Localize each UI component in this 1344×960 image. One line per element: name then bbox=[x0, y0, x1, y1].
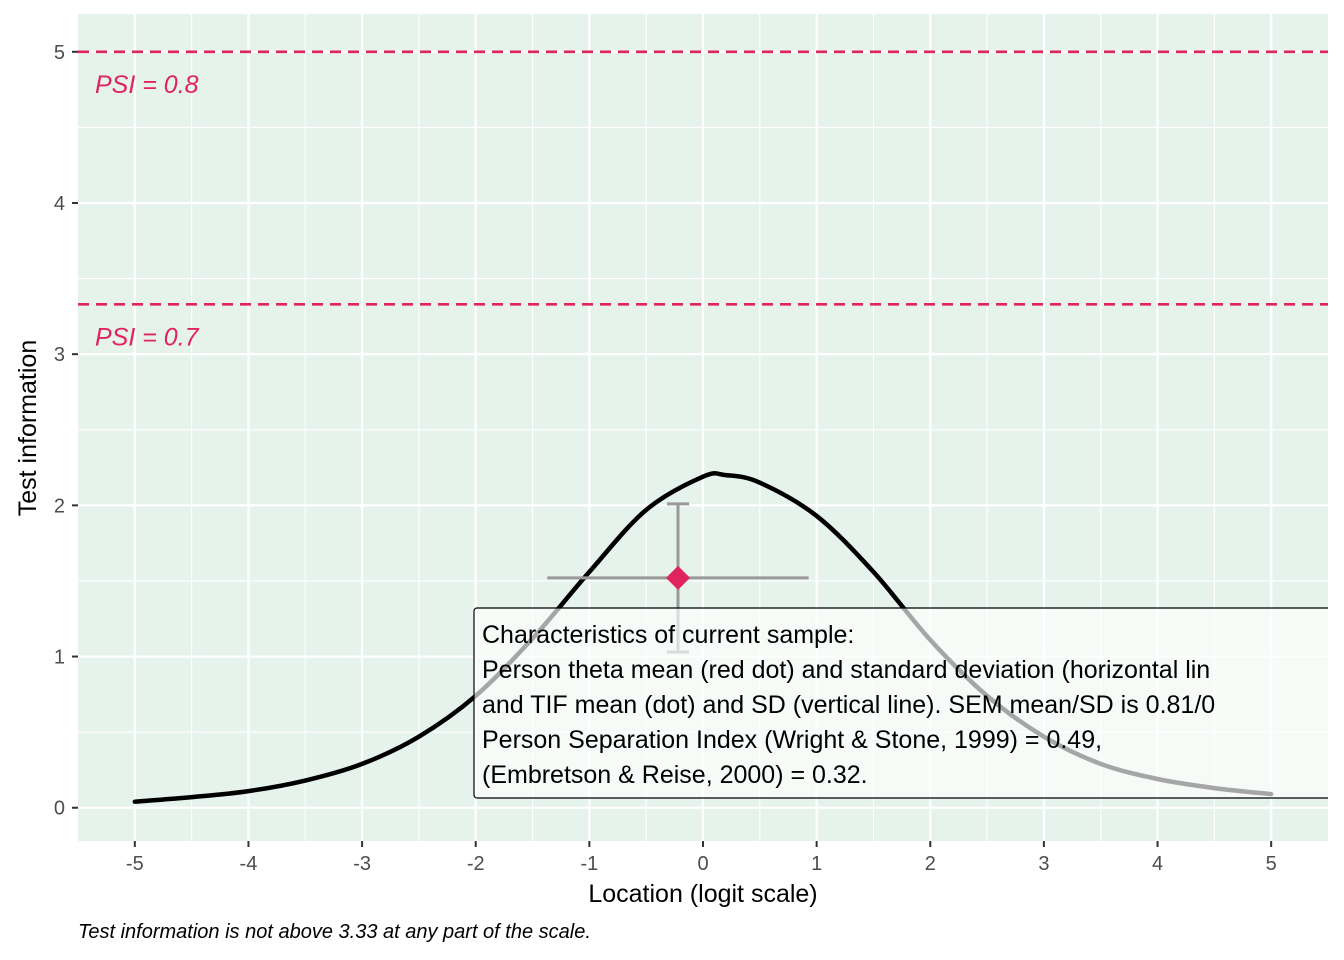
x-tick-label: 1 bbox=[811, 853, 822, 875]
x-axis-title: Location (logit scale) bbox=[588, 880, 817, 908]
chart-caption: Test information is not above 3.33 at an… bbox=[78, 921, 591, 943]
theta-mean-dot bbox=[666, 565, 690, 590]
annotation-line: Person theta mean (red dot) and standard… bbox=[482, 656, 1210, 684]
psi-reference-lines: PSI = 0.8 PSI = 0.7 bbox=[78, 50, 1328, 351]
psi-label: PSI = 0.7 bbox=[95, 323, 200, 351]
psi-label: PSI = 0.8 bbox=[95, 71, 199, 99]
x-axis: -5 -4 -3 -2 -1 0 1 2 3 4 5 bbox=[126, 841, 1277, 875]
annotation-line: (Embretson & Reise, 2000) = 0.32. bbox=[482, 761, 868, 789]
x-tick-label: -1 bbox=[580, 853, 598, 875]
y-tick-label: 4 bbox=[54, 193, 65, 215]
y-axis: 0 1 2 3 4 5 bbox=[54, 42, 78, 820]
y-tick-label: 0 bbox=[54, 798, 65, 820]
annotation-box-frame bbox=[473, 607, 1328, 799]
x-tick-label: -4 bbox=[240, 853, 258, 875]
y-tick-label: 1 bbox=[54, 647, 65, 669]
annotation-line: Characteristics of current sample: bbox=[482, 621, 854, 649]
y-tick-label: 3 bbox=[54, 344, 65, 366]
x-tick-label: 5 bbox=[1266, 853, 1277, 875]
x-tick-label: -5 bbox=[126, 853, 144, 875]
annotation-line: and TIF mean (dot) and SD (vertical line… bbox=[482, 691, 1215, 719]
y-tick-label: 2 bbox=[54, 495, 65, 517]
x-tick-label: -3 bbox=[353, 853, 371, 875]
x-tick-label: 3 bbox=[1038, 853, 1049, 875]
x-tick-label: 0 bbox=[697, 853, 708, 875]
y-tick-label: 5 bbox=[54, 42, 65, 64]
annotation-line: Person Separation Index (Wright & Stone,… bbox=[482, 726, 1102, 754]
y-axis-title: Test information bbox=[14, 340, 42, 516]
x-tick-label: 2 bbox=[925, 853, 936, 875]
sample-annotation-box: Characteristics of current sample: Person… bbox=[473, 607, 1328, 799]
x-tick-label: 4 bbox=[1152, 853, 1163, 875]
x-tick-label: -2 bbox=[467, 853, 485, 875]
